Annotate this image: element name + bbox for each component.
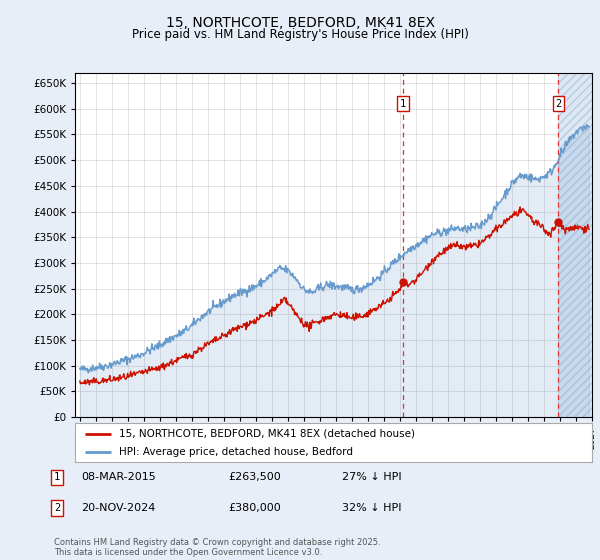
Text: 27% ↓ HPI: 27% ↓ HPI (342, 472, 401, 482)
Text: 2: 2 (556, 99, 562, 109)
Text: 1: 1 (54, 472, 60, 482)
Text: £380,000: £380,000 (228, 503, 281, 513)
Text: HPI: Average price, detached house, Bedford: HPI: Average price, detached house, Bedf… (119, 447, 353, 457)
Text: 32% ↓ HPI: 32% ↓ HPI (342, 503, 401, 513)
Text: 20-NOV-2024: 20-NOV-2024 (81, 503, 155, 513)
Text: 15, NORTHCOTE, BEDFORD, MK41 8EX: 15, NORTHCOTE, BEDFORD, MK41 8EX (166, 16, 434, 30)
Text: 1: 1 (400, 99, 406, 109)
Bar (559, 73, 600, 417)
Text: £263,500: £263,500 (228, 472, 281, 482)
Text: Price paid vs. HM Land Registry's House Price Index (HPI): Price paid vs. HM Land Registry's House … (131, 28, 469, 41)
Text: Contains HM Land Registry data © Crown copyright and database right 2025.
This d: Contains HM Land Registry data © Crown c… (54, 538, 380, 557)
Text: 2: 2 (54, 503, 60, 513)
Text: 08-MAR-2015: 08-MAR-2015 (81, 472, 156, 482)
Text: 15, NORTHCOTE, BEDFORD, MK41 8EX (detached house): 15, NORTHCOTE, BEDFORD, MK41 8EX (detach… (119, 429, 415, 439)
